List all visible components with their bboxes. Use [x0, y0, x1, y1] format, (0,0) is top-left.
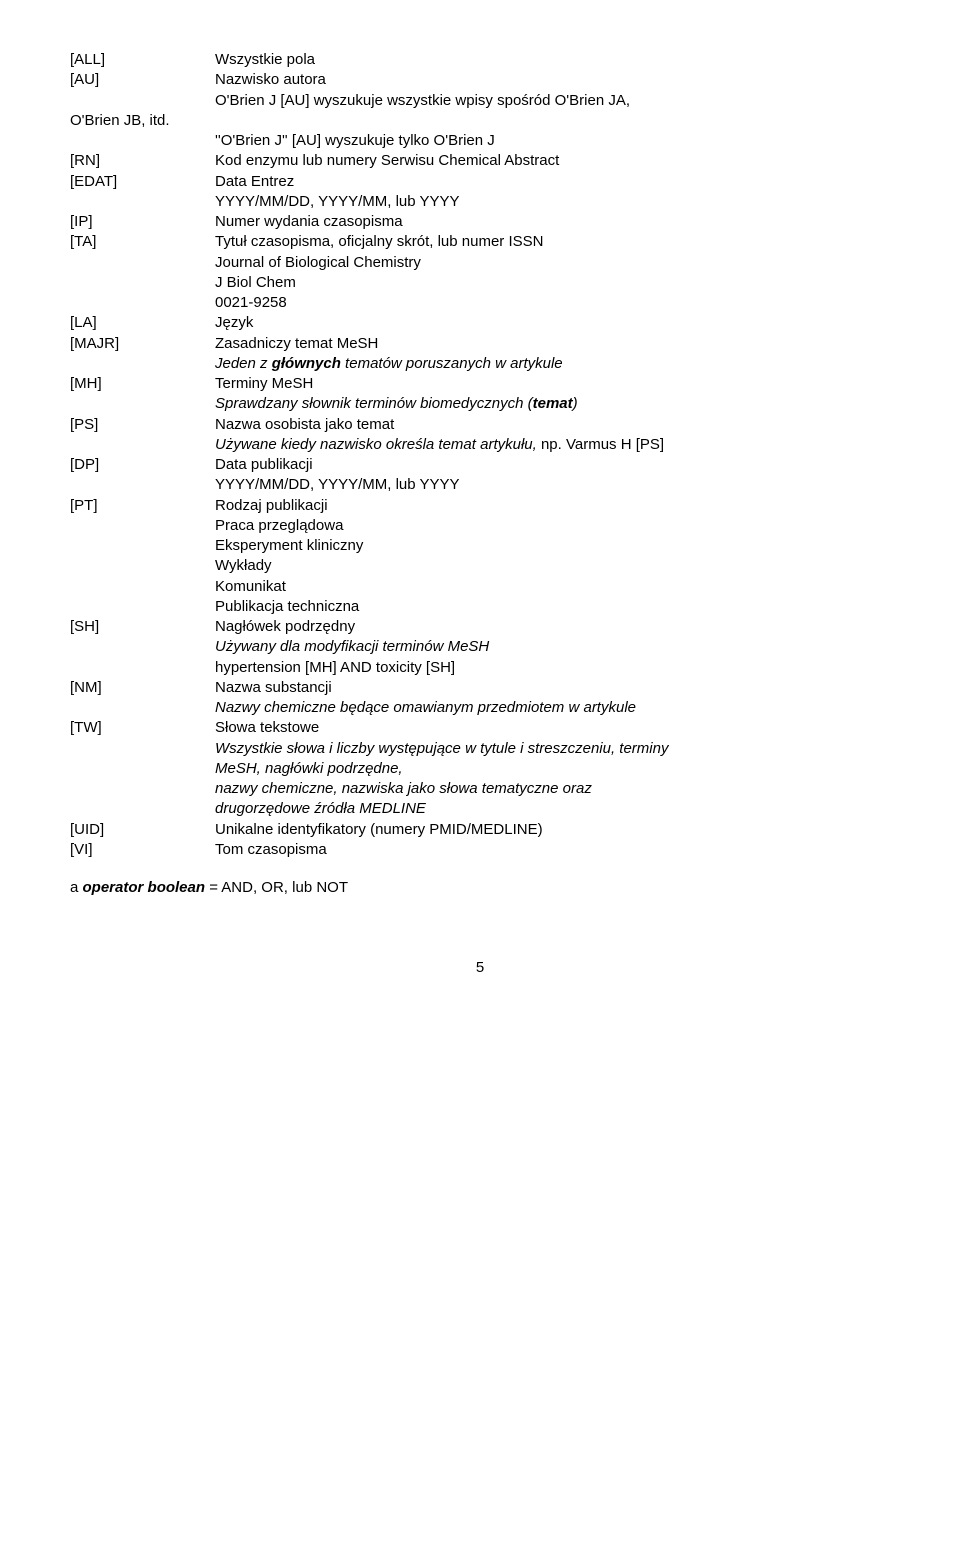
field-description-continued: Sprawdzany słownik terminów biomedycznyc…	[70, 394, 890, 414]
definition-row: [LA]Język	[70, 313, 890, 333]
field-description: Numer wydania czasopisma	[215, 212, 890, 232]
field-description-continued: Eksperyment kliniczny	[70, 536, 890, 556]
field-tag: [UID]	[70, 820, 215, 840]
field-tag: [IP]	[70, 212, 215, 232]
field-description: Nagłówek podrzędny	[215, 617, 890, 637]
definition-row: [AU]Nazwisko autora	[70, 70, 890, 90]
field-tag: [LA]	[70, 313, 215, 333]
field-tag: [MAJR]	[70, 334, 215, 354]
definition-row: [SH]Nagłówek podrzędny	[70, 617, 890, 637]
field-description	[215, 111, 890, 131]
field-description-continued: ''O'Brien J'' [AU] wyszukuje tylko O'Bri…	[70, 131, 890, 151]
field-description-continued: hypertension [MH] AND toxicity [SH]	[70, 658, 890, 678]
field-description: Wszystkie pola	[215, 50, 890, 70]
text-span: )	[573, 395, 578, 412]
definition-row: [IP]Numer wydania czasopisma	[70, 212, 890, 232]
footer-bold: operator boolean	[83, 879, 206, 896]
field-description: Nazwa osobista jako temat	[215, 415, 890, 435]
field-tag: [ALL]	[70, 50, 215, 70]
text-span: tematów poruszanych w artykule	[341, 355, 563, 372]
text-span: Sprawdzany słownik terminów biomedycznyc…	[215, 395, 533, 412]
field-tag: [PT]	[70, 496, 215, 516]
footer-suffix: = AND, OR, lub NOT	[205, 879, 348, 896]
field-description-continued: J Biol Chem	[70, 273, 890, 293]
definition-row: [NM]Nazwa substancji	[70, 678, 890, 698]
field-description-continued: O'Brien J [AU] wyszukuje wszystkie wpisy…	[70, 91, 890, 111]
field-description: Tytuł czasopisma, oficjalny skrót, lub n…	[215, 232, 890, 252]
field-description-continued: Praca przeglądowa	[70, 516, 890, 536]
field-description: Rodzaj publikacji	[215, 496, 890, 516]
definition-row: [RN]Kod enzymu lub numery Serwisu Chemic…	[70, 151, 890, 171]
field-description: Kod enzymu lub numery Serwisu Chemical A…	[215, 151, 890, 171]
text-span: Jeden z	[215, 355, 272, 372]
field-description: Data Entrez	[215, 172, 890, 192]
field-tag: [RN]	[70, 151, 215, 171]
definition-row: [PT]Rodzaj publikacji	[70, 496, 890, 516]
definition-row: [TA]Tytuł czasopisma, oficjalny skrót, l…	[70, 232, 890, 252]
text-span: głównych	[272, 355, 341, 372]
footer-line: a operator boolean = AND, OR, lub NOT	[70, 878, 890, 898]
field-tag: [MH]	[70, 374, 215, 394]
field-tag: [PS]	[70, 415, 215, 435]
text-span: temat	[533, 395, 573, 412]
text-span: Używane kiedy nazwisko określa temat art…	[215, 436, 541, 453]
field-description-continued: MeSH, nagłówki podrzędne,	[70, 759, 890, 779]
field-description: Tom czasopisma	[215, 840, 890, 860]
field-description-continued: Używane kiedy nazwisko określa temat art…	[70, 435, 890, 455]
field-description-continued: Komunikat	[70, 577, 890, 597]
footer-prefix: a	[70, 879, 83, 896]
field-description-continued: Używany dla modyfikacji terminów MeSH	[70, 637, 890, 657]
definition-row: [VI]Tom czasopisma	[70, 840, 890, 860]
field-description-continued: Jeden z głównych tematów poruszanych w a…	[70, 354, 890, 374]
field-description-continued: drugorzędowe źródła MEDLINE	[70, 799, 890, 819]
definition-row: [UID]Unikalne identyfikatory (numery PMI…	[70, 820, 890, 840]
field-description-continued: 0021-9258	[70, 293, 890, 313]
definition-row: [PS]Nazwa osobista jako temat	[70, 415, 890, 435]
page-number: 5	[70, 958, 890, 978]
field-description: Data publikacji	[215, 455, 890, 475]
field-description: Zasadniczy temat MeSH	[215, 334, 890, 354]
field-description-continued: YYYY/MM/DD, YYYY/MM, lub YYYY	[70, 475, 890, 495]
definition-row: [ALL]Wszystkie pola	[70, 50, 890, 70]
field-description: Nazwa substancji	[215, 678, 890, 698]
field-description: Unikalne identyfikatory (numery PMID/MED…	[215, 820, 890, 840]
field-description: Nazwisko autora	[215, 70, 890, 90]
field-definitions-list: [ALL]Wszystkie pola[AU]Nazwisko autoraO'…	[70, 50, 890, 860]
definition-row: [MAJR]Zasadniczy temat MeSH	[70, 334, 890, 354]
field-description: Terminy MeSH	[215, 374, 890, 394]
definition-row: [MH]Terminy MeSH	[70, 374, 890, 394]
field-tag: [AU]	[70, 70, 215, 90]
field-description-continued: Nazwy chemiczne będące omawianym przedmi…	[70, 698, 890, 718]
field-description-continued: Publikacja techniczna	[70, 597, 890, 617]
field-description-continued: Wszystkie słowa i liczby występujące w t…	[70, 739, 890, 759]
field-description: Język	[215, 313, 890, 333]
definition-row: O'Brien JB, itd.	[70, 111, 890, 131]
field-description-continued: Wykłady	[70, 556, 890, 576]
field-tag: [TW]	[70, 718, 215, 738]
field-description-continued: YYYY/MM/DD, YYYY/MM, lub YYYY	[70, 192, 890, 212]
field-tag: O'Brien JB, itd.	[70, 111, 215, 131]
field-tag: [TA]	[70, 232, 215, 252]
field-tag: [NM]	[70, 678, 215, 698]
field-tag: [SH]	[70, 617, 215, 637]
text-span: np. Varmus H [PS]	[541, 436, 664, 453]
field-tag: [DP]	[70, 455, 215, 475]
field-description-continued: Journal of Biological Chemistry	[70, 253, 890, 273]
definition-row: [TW]Słowa tekstowe	[70, 718, 890, 738]
definition-row: [EDAT]Data Entrez	[70, 172, 890, 192]
field-description: Słowa tekstowe	[215, 718, 890, 738]
definition-row: [DP]Data publikacji	[70, 455, 890, 475]
field-description-continued: nazwy chemiczne, nazwiska jako słowa tem…	[70, 779, 890, 799]
field-tag: [EDAT]	[70, 172, 215, 192]
field-tag: [VI]	[70, 840, 215, 860]
